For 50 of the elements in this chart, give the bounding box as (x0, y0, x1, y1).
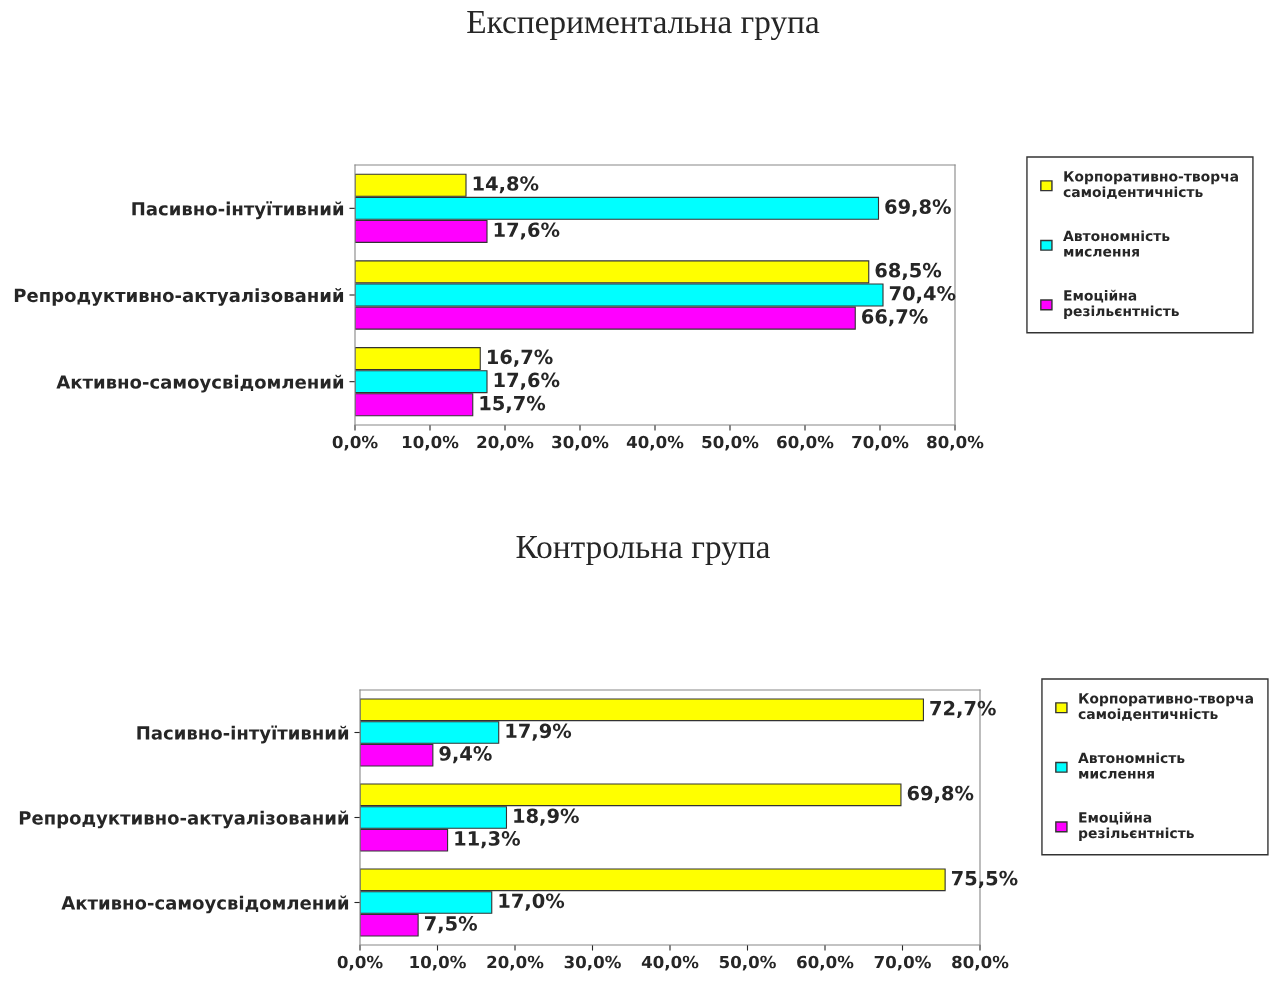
legend-label: Автономність мислення (1063, 230, 1170, 257)
legend-label: Корпоративно-творча самоідентичність (1078, 693, 1253, 721)
data-label: 14,8% (473, 176, 539, 194)
legend-label: Корпоративно-творча самоідентичність (1063, 171, 1238, 199)
x-tick-label: 10,0% (410, 955, 466, 971)
x-tick-label: 20,0% (477, 435, 534, 451)
x-tick-label: 40,0% (626, 435, 684, 451)
data-label: 11,3% (455, 831, 520, 849)
x-tick-label: 50,0% (719, 955, 776, 971)
data-label: 68,5% (875, 262, 942, 281)
legend-label: Автономність мислення (1078, 752, 1185, 779)
x-tick-label: 40,0% (641, 955, 699, 971)
data-label: 16,7% (488, 349, 553, 367)
y-tick-label: Репродуктивно-актуалізований (14, 288, 344, 306)
x-tick-label: 60,0% (797, 955, 854, 971)
data-label: 9,4% (439, 746, 492, 764)
data-label: 18,9% (514, 808, 579, 826)
data-label: 69,8% (885, 199, 951, 217)
data-label: 69,8% (907, 785, 974, 803)
x-tick-label: 0,0% (332, 435, 378, 451)
y-tick-label: Пасивно-інтуїтивний (137, 725, 349, 744)
data-label: 7,5% (424, 916, 477, 934)
data-label: 17,6% (494, 222, 560, 240)
x-tick-label: 80,0% (952, 955, 1009, 971)
data-label: 72,7% (930, 700, 996, 718)
data-label: 66,7% (862, 309, 928, 327)
y-tick-label: Активно-самоусвідомлений (61, 895, 349, 914)
x-tick-label: 30,0% (564, 955, 621, 971)
y-tick-label: Пасивно-інтуїтивний (132, 201, 344, 220)
x-tick-label: 10,0% (402, 435, 459, 451)
x-tick-label: 30,0% (552, 435, 609, 451)
x-tick-label: 50,0% (702, 435, 759, 451)
x-tick-label: 80,0% (927, 435, 984, 451)
data-label: 15,7% (480, 395, 546, 413)
x-tick-label: 70,0% (852, 435, 909, 451)
legend-label: Емоційна резільєнтність (1064, 289, 1179, 319)
x-tick-label: 60,0% (777, 435, 834, 451)
data-label: 75,5% (951, 870, 1018, 888)
x-tick-label: 0,0% (337, 955, 383, 971)
chart-title: Контрольна група (516, 536, 770, 566)
chart-title: Експериментальна група (467, 11, 820, 41)
data-label: 70,4% (889, 285, 956, 304)
x-tick-label: 70,0% (874, 955, 931, 971)
legend-label: Емоційна резільєнтність (1079, 811, 1194, 841)
data-label: 17,0% (499, 893, 565, 911)
y-tick-label: Активно-самоусвідомлений (56, 374, 344, 393)
data-label: 17,9% (506, 723, 572, 741)
y-tick-label: Репродуктивно-актуалізований (19, 810, 349, 829)
x-tick-label: 20,0% (487, 955, 544, 971)
data-label: 17,6% (494, 372, 560, 390)
